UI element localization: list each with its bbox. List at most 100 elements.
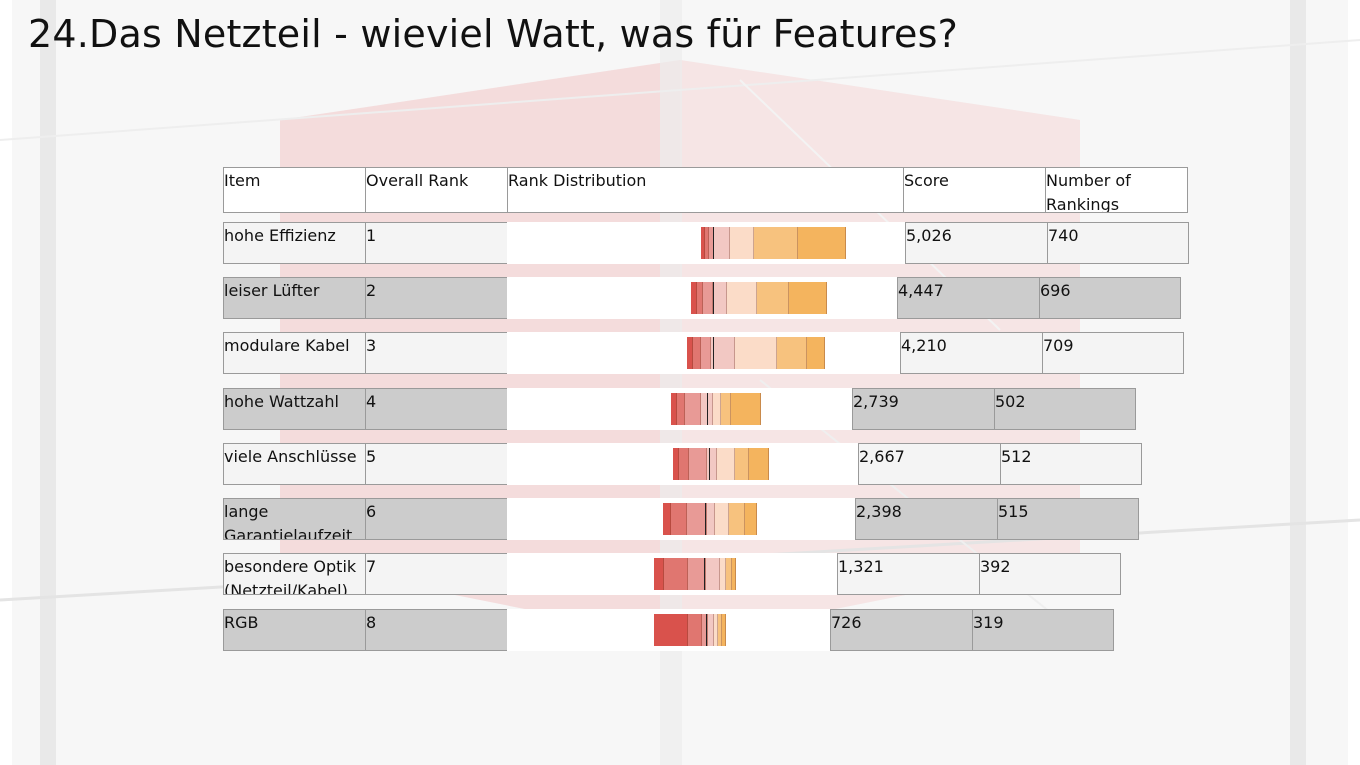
rank-segment bbox=[654, 558, 664, 590]
rank-distribution-bar bbox=[663, 503, 757, 535]
overall-rank-cell: 3 bbox=[365, 332, 508, 374]
rank-segment bbox=[677, 393, 685, 425]
rank-segment bbox=[693, 337, 701, 369]
item-cell: modulare Kabel bbox=[223, 332, 366, 374]
rank-segment bbox=[707, 503, 715, 535]
rank-segment bbox=[730, 227, 754, 259]
rank-segment bbox=[735, 337, 777, 369]
rank-segment bbox=[717, 448, 735, 480]
median-marker bbox=[707, 393, 708, 425]
rank-segment bbox=[706, 558, 720, 590]
overall-rank-cell: 6 bbox=[365, 498, 508, 540]
rank-distribution-bar bbox=[687, 337, 825, 369]
score-cell: 726 bbox=[830, 609, 973, 651]
item-cell: viele Anschlüsse bbox=[223, 443, 366, 485]
rank-segment bbox=[697, 282, 703, 314]
median-marker bbox=[713, 337, 714, 369]
number-of-rankings-cell: 709 bbox=[1042, 332, 1184, 374]
rank-segment bbox=[727, 282, 757, 314]
score-cell: 4,447 bbox=[897, 277, 1040, 319]
rank-segment bbox=[789, 282, 827, 314]
rank-segment bbox=[708, 614, 714, 646]
overall-rank-cell: 1 bbox=[365, 222, 508, 264]
overall-rank-cell: 7 bbox=[365, 553, 508, 595]
item-cell: besondere Optik (Netzteil/Kabel) bbox=[223, 553, 366, 595]
number-of-rankings-cell: 502 bbox=[994, 388, 1136, 430]
rank-segment bbox=[691, 282, 697, 314]
rank-segment bbox=[673, 448, 679, 480]
rank-segment bbox=[731, 393, 761, 425]
overall-rank-cell: 4 bbox=[365, 388, 508, 430]
rank-segment bbox=[754, 227, 798, 259]
rank-segment bbox=[718, 614, 722, 646]
overall-rank-cell: 5 bbox=[365, 443, 508, 485]
rank-segment bbox=[707, 448, 717, 480]
rank-distribution-bar bbox=[691, 282, 827, 314]
item-cell: leiser Lüfter bbox=[223, 277, 366, 319]
rank-segment bbox=[688, 558, 706, 590]
rank-segment bbox=[720, 558, 726, 590]
header-number-of-rankings: Number of Rankings bbox=[1045, 167, 1188, 213]
rank-segment bbox=[711, 337, 735, 369]
rank-segment bbox=[702, 614, 708, 646]
rank-segment bbox=[777, 337, 807, 369]
rank-distribution-bar bbox=[673, 448, 769, 480]
page-title: 24.Das Netzteil - wieviel Watt, was für … bbox=[28, 12, 959, 56]
number-of-rankings-cell: 392 bbox=[979, 553, 1121, 595]
rank-segment bbox=[757, 282, 789, 314]
rank-segment bbox=[749, 448, 769, 480]
rank-segment bbox=[705, 227, 709, 259]
rank-segment bbox=[671, 393, 677, 425]
median-marker bbox=[704, 558, 705, 590]
rank-segment bbox=[798, 227, 846, 259]
rank-segment bbox=[689, 448, 707, 480]
rank-segment bbox=[745, 503, 757, 535]
item-cell: lange Garantielaufzeit bbox=[223, 498, 366, 540]
median-marker bbox=[705, 503, 706, 535]
header-item: Item bbox=[223, 167, 366, 213]
number-of-rankings-cell: 740 bbox=[1047, 222, 1189, 264]
rank-segment bbox=[729, 503, 745, 535]
rank-segment bbox=[701, 337, 711, 369]
rank-segment bbox=[713, 282, 727, 314]
median-marker bbox=[713, 227, 714, 259]
score-cell: 4,210 bbox=[900, 332, 1043, 374]
rank-segment bbox=[722, 614, 726, 646]
header-score: Score bbox=[903, 167, 1046, 213]
rank-segment bbox=[715, 503, 729, 535]
number-of-rankings-cell: 512 bbox=[1000, 443, 1142, 485]
rank-segment bbox=[663, 503, 671, 535]
rank-segment bbox=[679, 448, 689, 480]
score-cell: 1,321 bbox=[837, 553, 980, 595]
rank-distribution-bar bbox=[701, 227, 846, 259]
rank-segment bbox=[687, 337, 693, 369]
rank-segment bbox=[726, 558, 732, 590]
item-cell: hohe Effizienz bbox=[223, 222, 366, 264]
rank-segment bbox=[685, 393, 701, 425]
rank-segment bbox=[713, 393, 721, 425]
rank-segment bbox=[701, 227, 705, 259]
number-of-rankings-cell: 515 bbox=[997, 498, 1139, 540]
rank-segment bbox=[714, 614, 718, 646]
rank-segment bbox=[664, 558, 688, 590]
rank-segment bbox=[807, 337, 825, 369]
number-of-rankings-cell: 319 bbox=[972, 609, 1114, 651]
score-cell: 2,398 bbox=[855, 498, 998, 540]
overall-rank-cell: 2 bbox=[365, 277, 508, 319]
rank-segment bbox=[688, 614, 702, 646]
number-of-rankings-cell: 696 bbox=[1039, 277, 1181, 319]
rank-segment bbox=[654, 614, 688, 646]
header-overall-rank: Overall Rank bbox=[365, 167, 508, 213]
item-cell: RGB bbox=[223, 609, 366, 651]
rank-segment bbox=[703, 282, 713, 314]
rank-distribution-bar bbox=[654, 614, 726, 646]
median-marker bbox=[709, 448, 710, 480]
rank-segment bbox=[671, 503, 687, 535]
rank-distribution-bar bbox=[654, 558, 736, 590]
median-marker bbox=[713, 282, 714, 314]
rank-segment bbox=[687, 503, 707, 535]
rank-segment bbox=[735, 448, 749, 480]
score-cell: 2,739 bbox=[852, 388, 995, 430]
rank-segment bbox=[732, 558, 736, 590]
overall-rank-cell: 8 bbox=[365, 609, 508, 651]
